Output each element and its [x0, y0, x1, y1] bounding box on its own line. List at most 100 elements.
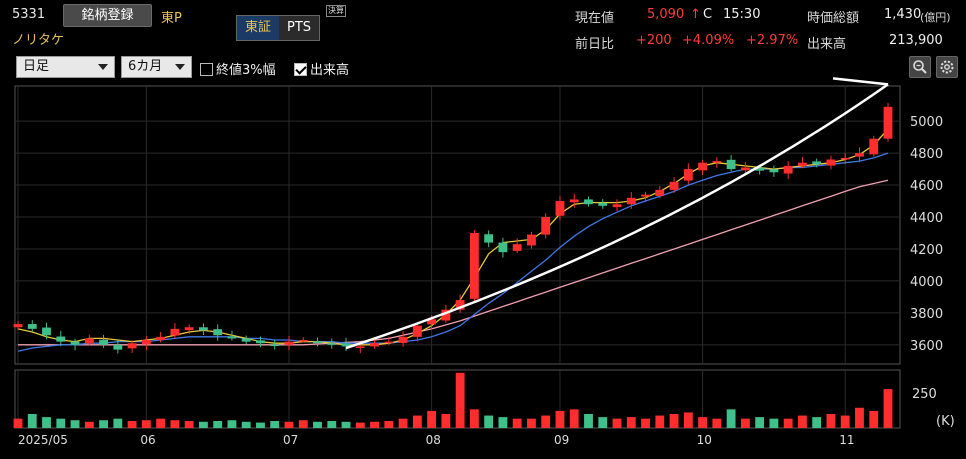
volume-bar [612, 418, 622, 428]
candle-body [755, 167, 765, 171]
stock-code: 5331 [12, 7, 46, 22]
candle-body [555, 201, 565, 216]
volume-bar [427, 410, 437, 428]
candle-body [256, 340, 265, 344]
volume-bar [313, 421, 322, 428]
candle-body [626, 197, 636, 205]
volume-bar [755, 417, 765, 428]
y-tick-label: 3600 [910, 339, 943, 354]
candle-body [113, 344, 123, 350]
volume-bar [370, 421, 379, 428]
candle-body [669, 181, 679, 190]
candle-body [484, 234, 494, 243]
volume-bar [213, 421, 223, 428]
volume-bar [712, 418, 722, 428]
volume-bar [270, 421, 280, 428]
main-plot-frame [14, 85, 901, 365]
candle-body [42, 327, 51, 336]
tab-pts[interactable]: PTS [279, 16, 320, 40]
candle-body [227, 336, 237, 339]
volume-bar [498, 417, 508, 428]
volume-bar [698, 417, 708, 428]
volume-option[interactable]: 出来高 [294, 59, 349, 78]
volume-bar [527, 418, 536, 428]
candle-body [327, 343, 337, 345]
volume-bar [170, 420, 180, 428]
x-tick-label: 06 [140, 433, 155, 447]
x-tick-label: 10 [697, 433, 712, 447]
candle-body [70, 341, 80, 345]
candle-body [427, 319, 437, 325]
x-tick-label: 08 [426, 433, 441, 447]
current-price: 5,090 [647, 7, 685, 22]
x-tick-label: 2025/05 [18, 433, 68, 447]
trendline-tail [832, 77, 889, 86]
candle-body [13, 324, 23, 328]
volume-bar [555, 410, 565, 428]
candle-body [712, 161, 722, 163]
candle-body [56, 336, 66, 342]
candle-body [869, 138, 879, 155]
interval-select[interactable]: 日足 [16, 56, 115, 78]
candle-body [584, 199, 593, 205]
y-tick-label: 3800 [910, 307, 943, 322]
mcap-label: 時価総額 [807, 11, 860, 26]
volume-bar [198, 421, 208, 428]
period-select[interactable]: 6カ月 [121, 56, 192, 78]
volume-bar [56, 418, 66, 428]
change-label: 前日比 [575, 37, 615, 52]
volume-bar [298, 420, 308, 428]
y-tick-label: 4000 [910, 275, 943, 290]
candle-body [341, 343, 351, 347]
candle-body [370, 343, 379, 347]
candle-body [412, 325, 422, 337]
x-tick-label: 11 [839, 433, 854, 447]
volume-bar [469, 409, 479, 428]
candle-body [769, 169, 779, 173]
volume-bar [184, 421, 194, 428]
volume-bar [598, 417, 608, 428]
candle-body [840, 157, 850, 160]
volume-label: 出来高 [807, 37, 847, 52]
x-tick-label: 07 [283, 433, 298, 447]
close3-checkbox[interactable] [200, 63, 213, 76]
volume-bar [355, 422, 365, 428]
candle-body [127, 343, 137, 349]
candle-body [641, 194, 650, 197]
zoom-icon[interactable] [909, 56, 931, 78]
tab-tse[interactable]: 東証 [237, 16, 280, 40]
volume-bar [256, 422, 265, 428]
volume-bar [855, 407, 864, 428]
volume-bar [13, 418, 23, 428]
volume-bar [840, 415, 850, 428]
y-tick-label: 4400 [910, 211, 943, 226]
volume-bar [740, 418, 750, 428]
mcap-unit: (億円) [920, 11, 951, 24]
candle-body [698, 162, 708, 171]
y-tick-label: 4800 [910, 147, 943, 162]
volume-bar [398, 418, 408, 428]
gear-icon[interactable] [936, 56, 958, 78]
candle-body [270, 344, 280, 347]
candle-body [455, 300, 465, 310]
register-watchlist-button[interactable]: 銘柄登録 [63, 4, 152, 27]
chevron-down-icon [98, 64, 108, 70]
price-change-pct-alt: +2.97% [746, 33, 799, 48]
volume-bar [769, 418, 779, 428]
ma-long-line [18, 179, 889, 346]
volume-checkbox[interactable] [294, 63, 307, 76]
x-tick-label: 09 [554, 433, 569, 447]
chevron-down-icon [175, 64, 185, 70]
volume-bar [798, 415, 807, 428]
price-up-arrow-icon: ↑ [690, 7, 701, 22]
close3-option[interactable]: 終値3%幅 [200, 59, 276, 78]
volume-bar [113, 418, 123, 428]
volume-bar [826, 414, 836, 428]
volume-bar [455, 372, 465, 428]
candle-body [683, 169, 693, 181]
volume-bar [27, 414, 37, 428]
candle-body [27, 324, 37, 329]
volume-bar [127, 421, 137, 428]
y-tick-label: 4600 [910, 179, 943, 194]
